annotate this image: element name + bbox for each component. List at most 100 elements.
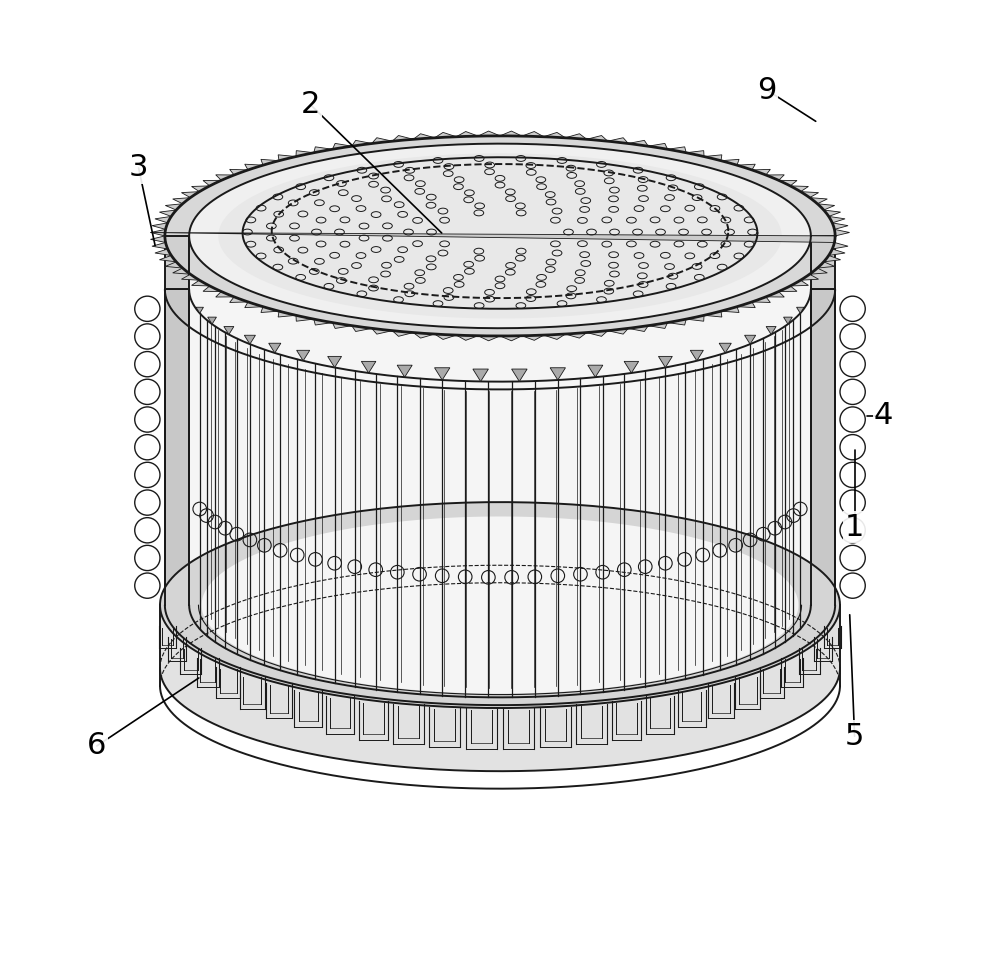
Polygon shape xyxy=(203,181,221,186)
Polygon shape xyxy=(721,159,739,165)
Polygon shape xyxy=(737,302,755,308)
Polygon shape xyxy=(829,249,845,255)
Polygon shape xyxy=(790,280,808,286)
Polygon shape xyxy=(456,335,478,340)
Polygon shape xyxy=(160,605,840,771)
Polygon shape xyxy=(779,286,797,291)
Polygon shape xyxy=(165,235,189,289)
Polygon shape xyxy=(473,369,488,381)
Polygon shape xyxy=(173,268,190,275)
Polygon shape xyxy=(181,191,199,197)
Polygon shape xyxy=(810,268,827,275)
Polygon shape xyxy=(752,297,770,303)
Polygon shape xyxy=(766,326,776,334)
Polygon shape xyxy=(332,322,352,328)
Polygon shape xyxy=(690,351,703,361)
Polygon shape xyxy=(456,132,478,137)
Polygon shape xyxy=(832,242,848,249)
Polygon shape xyxy=(392,136,413,141)
Polygon shape xyxy=(811,235,835,289)
Polygon shape xyxy=(565,134,587,140)
Polygon shape xyxy=(392,330,413,336)
Polygon shape xyxy=(512,369,527,381)
Polygon shape xyxy=(159,210,176,216)
Polygon shape xyxy=(150,235,166,242)
Polygon shape xyxy=(779,181,797,186)
Polygon shape xyxy=(478,131,500,136)
Polygon shape xyxy=(668,147,686,152)
Polygon shape xyxy=(160,502,840,708)
Polygon shape xyxy=(332,144,352,149)
Polygon shape xyxy=(261,307,279,313)
Polygon shape xyxy=(704,311,722,317)
Polygon shape xyxy=(648,322,668,328)
Polygon shape xyxy=(296,316,314,321)
Polygon shape xyxy=(397,365,412,377)
Polygon shape xyxy=(435,133,456,138)
Polygon shape xyxy=(686,150,704,156)
Polygon shape xyxy=(824,210,841,216)
Polygon shape xyxy=(801,275,819,280)
Polygon shape xyxy=(216,291,234,297)
Polygon shape xyxy=(203,286,221,291)
Polygon shape xyxy=(500,336,522,341)
Polygon shape xyxy=(587,330,608,336)
Polygon shape xyxy=(196,307,203,314)
Polygon shape xyxy=(296,150,314,156)
Polygon shape xyxy=(829,216,845,223)
Polygon shape xyxy=(413,134,435,140)
Polygon shape xyxy=(686,316,704,321)
Polygon shape xyxy=(811,235,835,605)
Polygon shape xyxy=(278,311,296,317)
Polygon shape xyxy=(297,351,310,361)
Polygon shape xyxy=(244,335,255,344)
Text: 2: 2 xyxy=(301,90,320,119)
Polygon shape xyxy=(189,235,811,698)
Polygon shape xyxy=(216,175,234,181)
Polygon shape xyxy=(328,357,342,367)
Polygon shape xyxy=(745,335,756,344)
Polygon shape xyxy=(361,361,376,373)
Polygon shape xyxy=(628,325,648,331)
Polygon shape xyxy=(766,175,784,181)
Polygon shape xyxy=(173,197,190,204)
Polygon shape xyxy=(352,325,372,331)
Polygon shape xyxy=(165,136,835,336)
Polygon shape xyxy=(152,242,168,249)
Polygon shape xyxy=(624,361,639,373)
Polygon shape xyxy=(790,186,808,191)
Polygon shape xyxy=(372,328,392,334)
Polygon shape xyxy=(218,153,782,319)
Polygon shape xyxy=(269,343,281,353)
Polygon shape xyxy=(314,319,332,325)
Text: 9: 9 xyxy=(757,75,777,105)
Text: 4: 4 xyxy=(874,402,893,430)
Polygon shape xyxy=(150,230,166,235)
Polygon shape xyxy=(522,335,544,340)
Polygon shape xyxy=(500,131,522,136)
Polygon shape xyxy=(704,154,722,160)
Text: 6: 6 xyxy=(87,732,107,760)
Polygon shape xyxy=(522,132,544,137)
Polygon shape xyxy=(811,289,835,605)
Polygon shape xyxy=(550,367,565,380)
Polygon shape xyxy=(150,233,835,242)
Polygon shape xyxy=(165,289,189,605)
Polygon shape xyxy=(160,605,840,768)
Polygon shape xyxy=(752,169,770,175)
Polygon shape xyxy=(544,133,565,138)
Polygon shape xyxy=(413,332,435,338)
Polygon shape xyxy=(165,235,189,605)
Polygon shape xyxy=(352,141,372,147)
Polygon shape xyxy=(278,154,296,160)
Polygon shape xyxy=(181,275,199,280)
Polygon shape xyxy=(155,216,171,223)
Text: 5: 5 xyxy=(845,722,864,750)
Polygon shape xyxy=(435,334,456,339)
Polygon shape xyxy=(737,164,755,170)
Polygon shape xyxy=(159,255,176,262)
Polygon shape xyxy=(817,204,835,210)
Polygon shape xyxy=(588,365,603,377)
Text: 3: 3 xyxy=(129,153,148,183)
Polygon shape xyxy=(165,262,183,268)
